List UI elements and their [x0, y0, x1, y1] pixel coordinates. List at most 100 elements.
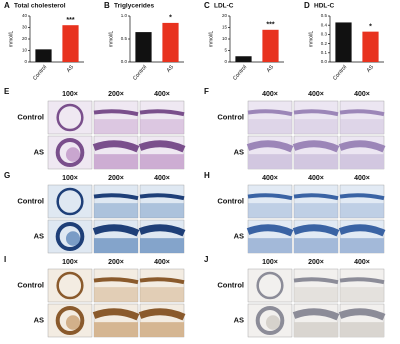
y-tick-label: 30 — [22, 25, 28, 30]
vessel-wall — [247, 193, 293, 201]
tissue — [294, 119, 338, 134]
y-axis-label: mmol/L — [108, 31, 114, 48]
column-header: 400× — [154, 175, 170, 182]
row-label: Control — [217, 280, 244, 289]
column-header: 400× — [308, 91, 324, 98]
bar — [335, 22, 352, 62]
tissue — [94, 322, 138, 337]
chart-title: LDL-C — [214, 3, 234, 10]
tissue — [140, 322, 184, 337]
bar — [235, 56, 252, 62]
x-tick-label: Control — [132, 64, 148, 81]
column-header: 100× — [62, 259, 78, 266]
row-label: Control — [17, 112, 44, 121]
vessel-wall — [92, 224, 140, 237]
column-header: 400× — [308, 175, 324, 182]
row-label: AS — [234, 231, 244, 240]
tissue — [294, 287, 338, 302]
chart-title: Total cholesterol — [14, 3, 66, 10]
y-tick-label: 0 — [24, 59, 27, 64]
tissue — [340, 322, 384, 337]
row-label: AS — [234, 315, 244, 324]
vessel-wall — [93, 109, 139, 117]
vessel-wall — [93, 193, 139, 201]
y-tick-label: 0.2 — [321, 41, 328, 46]
y-axis-label: mmol/L — [208, 31, 214, 48]
plaque — [65, 147, 81, 162]
vessel-wall — [292, 224, 340, 237]
tissue — [340, 154, 384, 169]
column-header: 400× — [354, 91, 370, 98]
row-label: Control — [17, 196, 44, 205]
row-label: AS — [234, 147, 244, 156]
vessel-wall — [93, 277, 139, 285]
tissue — [248, 154, 292, 169]
vessel-wall — [55, 221, 85, 252]
tissue — [140, 203, 184, 218]
vessel-wall — [292, 308, 340, 321]
row-label: Control — [217, 112, 244, 121]
panel-letter: I — [4, 255, 6, 264]
panel-letter: J — [204, 255, 208, 264]
y-tick-label: 0.0 — [121, 59, 128, 64]
tissue — [294, 238, 338, 253]
vessel-wall — [246, 224, 294, 237]
column-header: 200× — [108, 259, 124, 266]
panel-letter: G — [4, 171, 10, 180]
significance-annotation: * — [369, 23, 372, 30]
x-tick-label: AS — [366, 64, 376, 74]
y-tick-label: 20 — [22, 36, 28, 41]
row-label: AS — [34, 231, 44, 240]
chart-title: HDL-C — [314, 3, 335, 10]
x-tick-label: AS — [266, 64, 276, 74]
tissue — [340, 119, 384, 134]
tissue — [94, 287, 138, 302]
vessel-wall — [55, 137, 85, 168]
y-tick-label: 40 — [22, 13, 28, 18]
y-tick-label: 0.0 — [321, 59, 328, 64]
vessel-wall — [138, 224, 186, 237]
y-tick-label: 15 — [222, 25, 228, 30]
tissue — [140, 119, 184, 134]
column-header: 400× — [262, 175, 278, 182]
vessel-wall — [56, 187, 84, 216]
column-header: 200× — [108, 175, 124, 182]
tissue — [248, 203, 292, 218]
micrograph — [47, 184, 93, 219]
column-header: 200× — [308, 259, 324, 266]
tissue — [94, 203, 138, 218]
panel-letter: H — [204, 171, 210, 180]
vessel-wall — [55, 305, 85, 336]
vessel-wall — [139, 193, 185, 201]
vessel-wall — [139, 109, 185, 117]
y-tick-label: 0.5 — [321, 13, 328, 18]
tissue — [94, 154, 138, 169]
bar — [162, 22, 179, 62]
vessel-wall — [293, 109, 339, 117]
column-header: 100× — [262, 259, 278, 266]
vessel-wall — [338, 140, 386, 153]
vessel-wall — [339, 193, 385, 201]
x-tick-label: AS — [166, 64, 176, 74]
plaque — [265, 315, 281, 330]
vessel-wall — [293, 277, 339, 285]
vessel-wall — [255, 305, 285, 336]
column-header: 200× — [108, 91, 124, 98]
y-tick-label: 20 — [222, 13, 228, 18]
vessel-wall — [138, 308, 186, 321]
vessel-wall — [339, 277, 385, 285]
row-label: AS — [34, 315, 44, 324]
column-header: 400× — [154, 91, 170, 98]
tissue — [94, 238, 138, 253]
tissue — [94, 119, 138, 134]
bar — [135, 32, 152, 62]
y-tick-label: 0 — [224, 59, 227, 64]
plaque — [65, 231, 81, 246]
y-tick-label: 10 — [22, 48, 28, 53]
micrograph — [47, 100, 93, 135]
tissue — [140, 238, 184, 253]
tissue — [340, 238, 384, 253]
x-tick-label: Control — [232, 64, 248, 81]
micrograph — [47, 268, 93, 303]
